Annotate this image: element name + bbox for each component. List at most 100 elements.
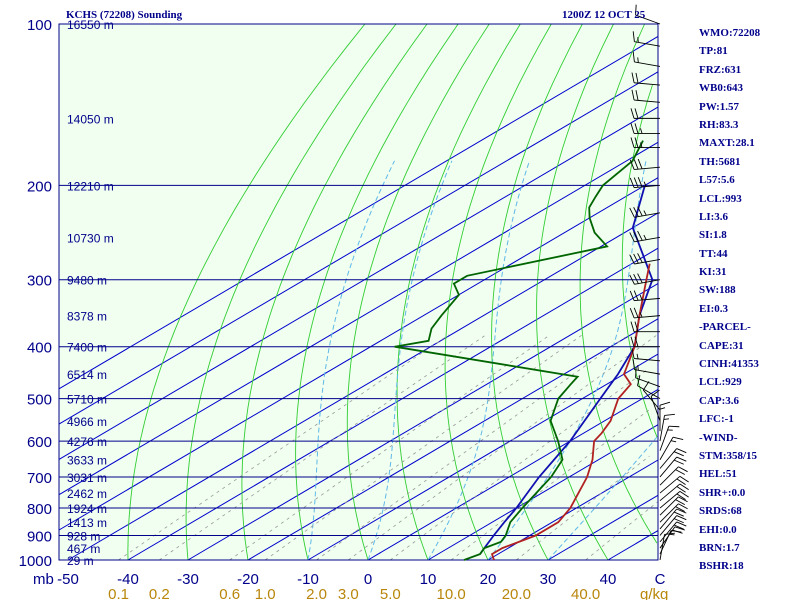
wind-barb-flag — [673, 524, 684, 530]
wind-barb-staff — [659, 508, 678, 530]
mixing-ratio-tick-label: 10.0 — [437, 586, 466, 600]
pressure-tick-label: 400 — [27, 340, 52, 357]
x-axis-unit-label: mb — [33, 571, 54, 588]
height-label: 8378 m — [67, 310, 107, 324]
wind-barb-flag — [672, 436, 684, 441]
isotherm-line — [58, 106, 659, 460]
isotherm-lines — [58, 36, 659, 561]
wind-barb — [659, 515, 687, 536]
wind-barb — [629, 230, 661, 243]
wind-barb-staff — [659, 426, 670, 451]
index-entry: BSHR:18 — [699, 560, 744, 573]
wind-barb — [659, 425, 680, 451]
wind-barb — [632, 359, 661, 375]
wind-barb-staff — [659, 503, 679, 523]
wind-barb-staff — [635, 14, 661, 25]
wind-barb-flag — [676, 448, 687, 454]
wind-barb — [629, 307, 661, 319]
wind-barb-flag — [668, 425, 680, 428]
wind-barb-flag — [633, 231, 639, 242]
wind-barb-staff — [659, 515, 678, 536]
mixing-ratio-tick-label: 20.0 — [502, 586, 531, 600]
wind-barb-flag — [635, 90, 639, 101]
mixing-ratio-tick-label: 5.0 — [380, 586, 401, 600]
wind-barb-flag — [675, 506, 685, 512]
dewpoint-profile-line — [394, 140, 644, 561]
wind-barb — [659, 526, 685, 549]
wind-barb-flag — [633, 274, 639, 284]
wind-barb-flag — [675, 499, 685, 506]
index-entry: -WIND- — [699, 431, 738, 444]
wind-barb — [629, 177, 661, 189]
wind-barb — [659, 483, 689, 502]
wind-barb-half-flag — [643, 181, 647, 187]
wind-barb-staff — [659, 534, 665, 561]
pressure-tick-label: 700 — [27, 470, 52, 487]
index-entry: PW:1.57 — [699, 100, 740, 113]
wind-barb-staff — [635, 377, 661, 388]
wind-barb-flag — [629, 177, 635, 188]
wind-barb-flag — [633, 307, 639, 318]
wind-barb — [629, 206, 661, 218]
index-entry: WB0:643 — [699, 82, 743, 95]
wind-barb-flag — [634, 321, 639, 332]
wind-barb-staff — [634, 82, 661, 86]
index-entry: TT:44 — [699, 247, 728, 260]
pressure-tick-label: 200 — [27, 178, 52, 195]
wind-barb — [632, 31, 661, 47]
wind-barb-staff — [637, 385, 661, 400]
dry-adiabat-line — [127, 23, 366, 560]
wind-barb-flag — [637, 273, 643, 284]
wind-barb-staff — [634, 279, 661, 285]
height-label: 1924 m — [67, 502, 107, 516]
wind-barb-flag — [634, 336, 639, 347]
wind-barb-flag — [632, 31, 635, 42]
index-entry: KI:31 — [699, 266, 727, 279]
wind-barb-column — [629, 4, 689, 561]
index-entry: SHR+:0.0 — [699, 486, 746, 499]
temperature-tick-label: 10 — [420, 571, 437, 588]
height-label: 6514 m — [67, 368, 107, 382]
index-entry: STM:358/15 — [699, 449, 758, 462]
isotherm-line — [58, 71, 659, 425]
wind-barb — [630, 336, 660, 348]
height-label: 4966 m — [67, 415, 107, 429]
wind-barb-flag — [633, 253, 639, 264]
isotherm-line — [58, 177, 659, 531]
moist-adiabat-line — [487, 160, 647, 561]
wind-barb-staff — [634, 212, 661, 218]
wind-barb-flag — [637, 206, 643, 217]
wind-barb-flag — [633, 177, 639, 188]
wind-barb-flag — [637, 253, 643, 263]
wind-barb-flag — [676, 515, 687, 521]
wind-barb-flag — [635, 367, 637, 378]
wind-barb-flag — [676, 521, 687, 527]
wind-barb-staff — [659, 490, 681, 509]
wind-barb-flag — [631, 348, 635, 359]
wind-barb-half-flag — [670, 440, 677, 443]
dry-adiabat-line — [536, 23, 614, 561]
wind-barb-flag — [659, 401, 671, 406]
dry-adiabat-line — [444, 23, 552, 561]
wind-barb — [635, 367, 661, 388]
plot-frame — [58, 23, 659, 561]
mixing-ratio-line — [390, 368, 649, 561]
mixing-ratio-line — [348, 334, 658, 561]
temperature-tick-label: -10 — [297, 571, 319, 588]
wind-barb-half-flag — [640, 142, 643, 148]
height-label: 3031 m — [67, 471, 107, 485]
wind-barb — [630, 137, 660, 148]
height-label: 5710 m — [67, 393, 107, 407]
index-entry: -PARCEL- — [699, 321, 751, 334]
wind-barb-staff — [634, 41, 661, 47]
pressure-tick-label: 900 — [27, 528, 52, 545]
wind-barb-flag — [635, 72, 639, 84]
dry-adiabat-lines — [127, 23, 658, 561]
wind-barb-staff — [634, 99, 661, 103]
index-entry: RH:83.3 — [699, 118, 739, 131]
wind-barb-half-flag — [640, 128, 643, 134]
wind-barb-flag — [675, 469, 685, 475]
index-entry: MAXT:28.1 — [699, 137, 755, 150]
wind-barb-flag — [676, 493, 686, 501]
